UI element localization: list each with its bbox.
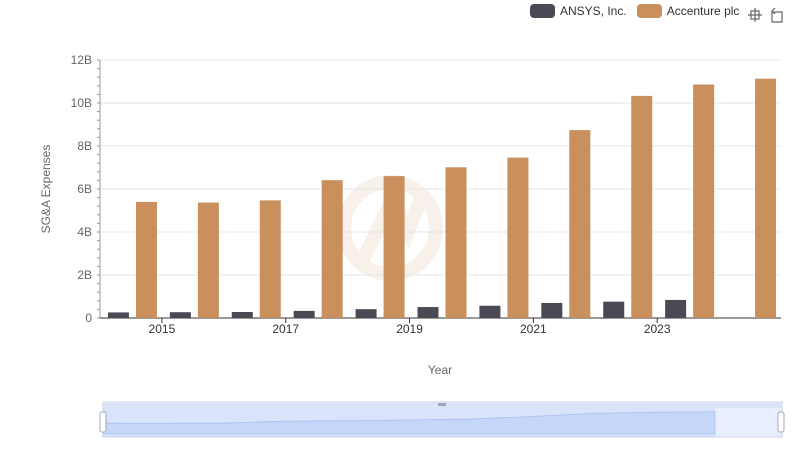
legend-label-ansys: ANSYS, Inc. [560, 4, 627, 18]
zoom-handle-left [99, 411, 107, 433]
y-tick-label: 12B [71, 53, 92, 67]
bar-accenture-2023 [693, 84, 715, 318]
x-axis-label: Year [428, 363, 452, 377]
y-tick-label: 0 [85, 311, 92, 325]
bar-accenture-2016 [259, 200, 281, 318]
x-tick-label: 2023 [644, 322, 671, 336]
bar-ansys-2016 [231, 311, 253, 318]
zoom-preview-area [102, 411, 716, 435]
legend-swatch-ansys [530, 4, 555, 18]
legend: ANSYS, Inc. Accenture plc [530, 4, 749, 18]
toolbox [746, 6, 790, 24]
bar-accenture-2014 [135, 201, 157, 318]
legend-item-accenture[interactable]: Accenture plc [636, 4, 740, 18]
y-tick-label: 4B [77, 225, 92, 239]
bar-accenture-2020 [507, 157, 529, 318]
legend-swatch-accenture [636, 4, 662, 18]
bar-accenture-2022 [631, 95, 653, 318]
x-tick-label: 2017 [272, 322, 299, 336]
zoom-selection [103, 408, 715, 437]
legend-item-ansys[interactable]: ANSYS, Inc. [530, 4, 627, 18]
y-tick-label: 6B [77, 182, 92, 196]
bar-ansys-2018 [355, 309, 377, 318]
bar-ansys-2015 [169, 312, 191, 318]
bar-ansys-2019 [417, 307, 439, 318]
zoom-handle-right [777, 411, 785, 433]
zoom-drag-grip [438, 403, 446, 406]
y-tick-label: 8B [77, 139, 92, 153]
bar-ansys-2022 [603, 301, 625, 318]
bar-ansys-2020 [479, 305, 501, 318]
x-tick-label: 2015 [149, 322, 176, 336]
y-tick-label: 2B [77, 268, 92, 282]
zoom-icon[interactable] [746, 6, 764, 24]
y-axis-label: SG&A Expenses [39, 145, 53, 234]
x-tick-label: 2019 [396, 322, 423, 336]
bar-accenture-2017 [321, 180, 343, 318]
x-tick-label: 2021 [520, 322, 547, 336]
bar-accenture-2021 [569, 130, 591, 318]
bar-accenture-2018 [383, 176, 405, 318]
bar-accenture-2015 [197, 202, 219, 318]
y-tick-label: 10B [71, 96, 92, 110]
bar-ansys-2014 [107, 312, 129, 318]
bar-ansys-2021 [541, 302, 563, 318]
bar-ansys-2023 [665, 299, 687, 318]
bar-accenture-2019 [445, 167, 467, 318]
restore-icon[interactable] [768, 6, 786, 24]
bar-accenture-2024 [755, 78, 777, 318]
legend-label-accenture: Accenture plc [666, 4, 740, 18]
bar-ansys-2017 [293, 310, 315, 318]
